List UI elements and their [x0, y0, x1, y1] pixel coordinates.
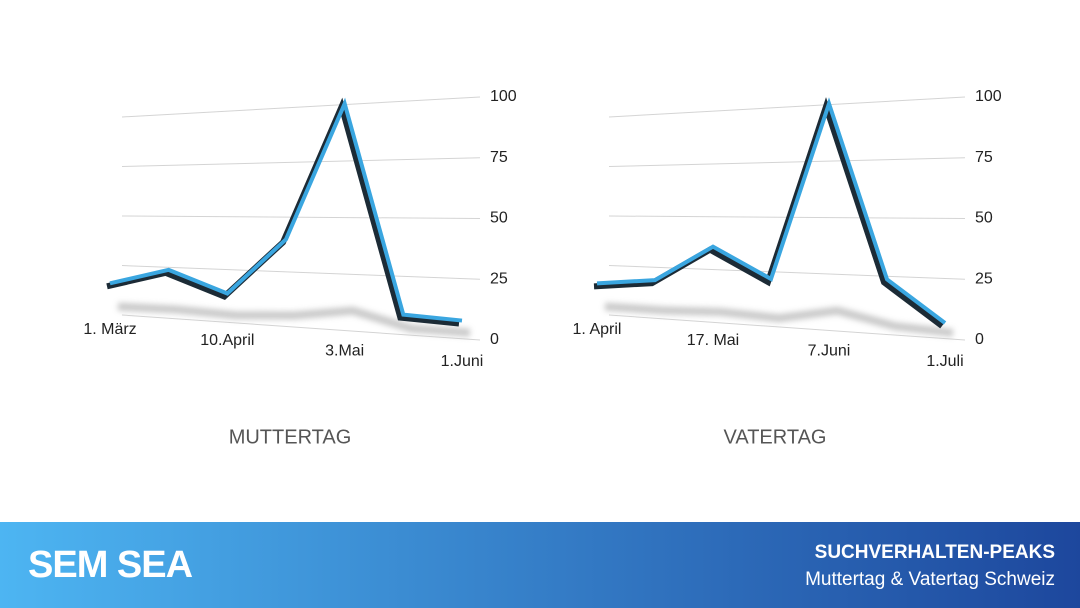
grid-line [121, 215, 481, 219]
line-shadow [117, 302, 471, 337]
grid-line [121, 157, 481, 167]
grid-line [121, 96, 481, 118]
chart-title: VATERTAG [724, 426, 827, 448]
x-tick-label: 7.Juni [808, 343, 851, 360]
footer-subtitle: Muttertag & Vatertag Schweiz [805, 569, 1055, 590]
logo: SEM SEA [28, 544, 193, 586]
y-tick-label: 25 [975, 270, 993, 287]
x-tick-label: 1.Juni [441, 353, 484, 370]
grid-line [608, 96, 966, 118]
y-tick-label: 0 [975, 331, 984, 348]
line-depth [106, 97, 460, 327]
y-tick-label: 50 [490, 210, 508, 227]
y-tick-label: 100 [975, 88, 1002, 105]
line [109, 97, 463, 323]
grid-line [121, 265, 481, 280]
line-depth [593, 97, 944, 329]
y-tick-label: 0 [490, 331, 499, 348]
grid-line [608, 265, 966, 280]
grid-line [121, 314, 481, 341]
footer-bar [0, 522, 1080, 608]
x-tick-label: 17. Mai [687, 332, 739, 349]
x-tick-label: 3.Mai [325, 343, 364, 360]
grid-line [608, 157, 966, 167]
footer-title: SUCHVERHALTEN-PEAKS [815, 542, 1055, 563]
x-tick-label: 1.Juli [926, 353, 963, 370]
y-tick-label: 100 [490, 88, 517, 105]
x-tick-label: 1. März [83, 321, 136, 338]
chart-title: MUTTERTAG [229, 426, 352, 448]
y-tick-label: 75 [975, 149, 993, 166]
line-shadow [604, 302, 954, 337]
line [596, 97, 947, 325]
grid-line [608, 314, 966, 341]
x-tick-label: 10.April [200, 332, 254, 349]
y-tick-label: 50 [975, 210, 993, 227]
y-tick-label: 25 [490, 270, 508, 287]
y-tick-label: 75 [490, 149, 508, 166]
x-tick-label: 1. April [573, 321, 622, 338]
